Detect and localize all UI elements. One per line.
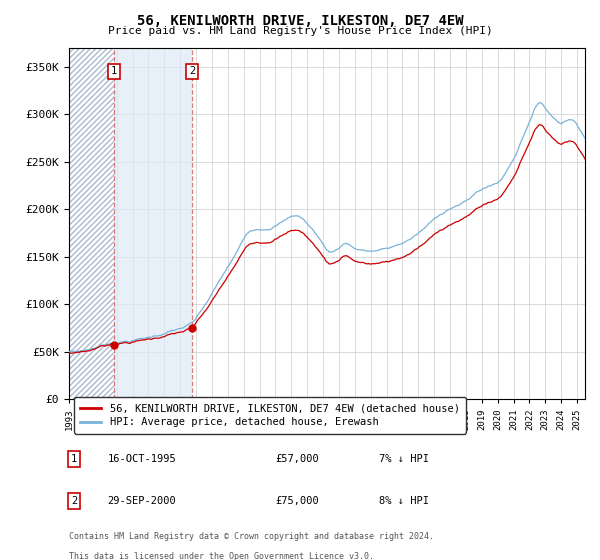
Bar bbox=[69, 48, 114, 399]
Bar bbox=[69, 48, 114, 399]
Legend: 56, KENILWORTH DRIVE, ILKESTON, DE7 4EW (detached house), HPI: Average price, de: 56, KENILWORTH DRIVE, ILKESTON, DE7 4EW … bbox=[74, 397, 466, 433]
Text: 1: 1 bbox=[71, 454, 77, 464]
Bar bbox=[114, 48, 192, 399]
Text: 7% ↓ HPI: 7% ↓ HPI bbox=[379, 454, 428, 464]
Text: 56, KENILWORTH DRIVE, ILKESTON, DE7 4EW: 56, KENILWORTH DRIVE, ILKESTON, DE7 4EW bbox=[137, 14, 463, 28]
Text: 16-OCT-1995: 16-OCT-1995 bbox=[108, 454, 176, 464]
Text: 8% ↓ HPI: 8% ↓ HPI bbox=[379, 496, 428, 506]
Text: 1: 1 bbox=[111, 66, 117, 76]
Text: 2: 2 bbox=[189, 66, 195, 76]
Text: Price paid vs. HM Land Registry's House Price Index (HPI): Price paid vs. HM Land Registry's House … bbox=[107, 26, 493, 36]
Text: Contains HM Land Registry data © Crown copyright and database right 2024.: Contains HM Land Registry data © Crown c… bbox=[69, 533, 434, 542]
Text: £57,000: £57,000 bbox=[275, 454, 319, 464]
Text: £75,000: £75,000 bbox=[275, 496, 319, 506]
Text: 2: 2 bbox=[71, 496, 77, 506]
Text: This data is licensed under the Open Government Licence v3.0.: This data is licensed under the Open Gov… bbox=[69, 552, 374, 560]
Text: 29-SEP-2000: 29-SEP-2000 bbox=[108, 496, 176, 506]
